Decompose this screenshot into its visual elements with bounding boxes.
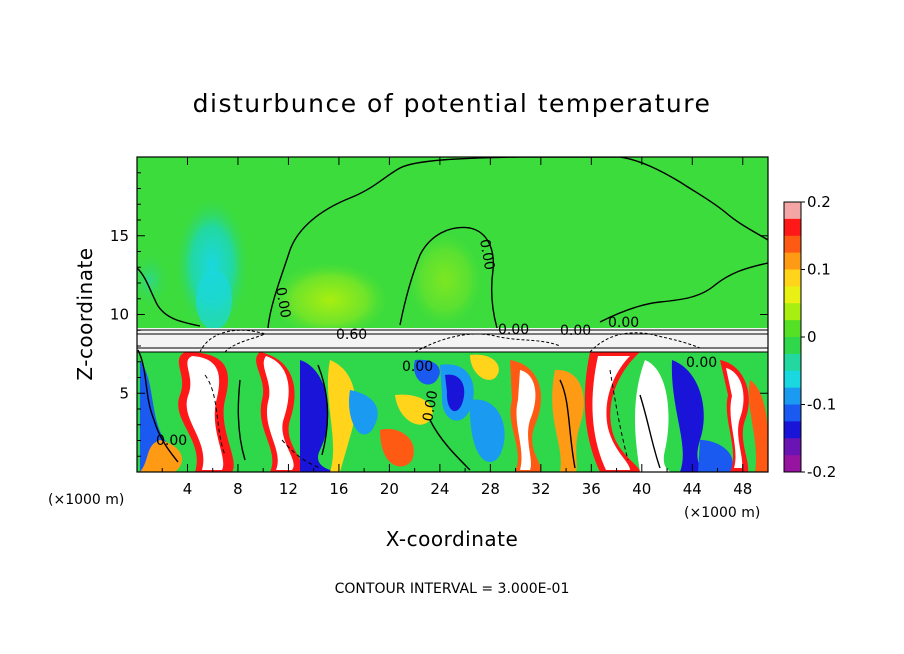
x-axis-label: X-coordinate — [386, 527, 519, 551]
contour-label: 0.00 — [686, 355, 717, 371]
x-tick-label: 48 — [733, 480, 752, 498]
colorbar-swatch — [784, 303, 801, 321]
y-axis: 5 10 15 — [110, 172, 768, 457]
x-tick-label: 32 — [531, 480, 550, 498]
contour-label: 0.00 — [156, 433, 187, 449]
contour-label: 0.00 — [420, 389, 441, 422]
x-tick-label: 24 — [430, 480, 449, 498]
colorbar-swatch — [784, 404, 801, 422]
turbulent-patches — [140, 352, 768, 472]
colorbar-swatch — [784, 353, 801, 372]
x-unit-label: (×1000 m) — [684, 505, 760, 521]
x-axis: 4 8 12 16 20 24 28 32 36 40 44 48 — [161, 157, 752, 498]
contour-label: 0.60 — [336, 327, 367, 343]
colorbar-swatch — [784, 269, 801, 287]
x-tick-label: 36 — [582, 480, 601, 498]
contour-label: 0.00 — [498, 322, 529, 338]
contour-label: 0.00 — [608, 315, 639, 331]
x-tick-label: 8 — [233, 480, 243, 498]
x-tick-label: 28 — [481, 480, 500, 498]
contour-lines — [137, 157, 768, 471]
contour-label: 0.00 — [272, 286, 293, 319]
colorbar-swatch — [784, 421, 801, 439]
chart-title: disturbunce of potential temperature — [193, 89, 712, 118]
colorbar-swatch — [784, 202, 801, 220]
x-tick-label: 16 — [329, 480, 348, 498]
colorbar-swatch — [784, 320, 801, 338]
x-tick-label: 44 — [683, 480, 702, 498]
contour-label: 0.00 — [476, 238, 497, 271]
colorbar-swatch — [784, 370, 801, 389]
contour-label: 0.00 — [402, 359, 433, 375]
colorbar-swatch — [784, 455, 801, 473]
colorbar-swatch — [784, 387, 801, 405]
y-tick-label: 10 — [110, 306, 129, 324]
dashed-contours — [204, 369, 629, 469]
y-tick-label: 5 — [119, 384, 129, 402]
colorbar-tick-label: 0 — [807, 328, 817, 346]
x-tick-label: 12 — [279, 480, 298, 498]
warm-anomaly-2 — [405, 230, 485, 330]
cool-core — [196, 270, 232, 330]
plot-area: 0.00 0.00 0.60 0.00 0.00 0.00 0.00 0.00 … — [137, 157, 768, 472]
x-tick-label: 20 — [380, 480, 399, 498]
colorbar-swatch — [784, 252, 801, 270]
y-unit-label: (×1000 m) — [48, 492, 124, 508]
colorbar-swatch — [784, 218, 801, 237]
y-axis-label: Z-coordinate — [73, 247, 97, 380]
x-tick-label: 40 — [632, 480, 651, 498]
x-tick-label: 4 — [183, 480, 193, 498]
teal-anomaly — [137, 250, 172, 310]
colorbar-swatch — [784, 235, 801, 254]
colorbar — [783, 201, 802, 473]
contour-interval-note: CONTOUR INTERVAL = 3.000E-01 — [335, 581, 570, 597]
colorbar-swatch — [784, 286, 801, 304]
colorbar-tick-label: -0.2 — [807, 463, 836, 481]
stable-layer-contours — [137, 329, 768, 353]
colorbar-tick-label: -0.1 — [807, 396, 836, 414]
y-tick-label: 15 — [110, 227, 129, 245]
colorbar-labels: 0.2 0.1 0 -0.1 -0.2 — [801, 193, 836, 481]
contour-label: 0.00 — [560, 323, 591, 339]
colorbar-swatch — [784, 438, 801, 456]
warm-anomaly — [268, 260, 392, 340]
colorbar-swatch — [784, 337, 801, 355]
colorbar-tick-label: 0.2 — [807, 193, 831, 211]
colorbar-tick-label: 0.1 — [807, 261, 831, 279]
